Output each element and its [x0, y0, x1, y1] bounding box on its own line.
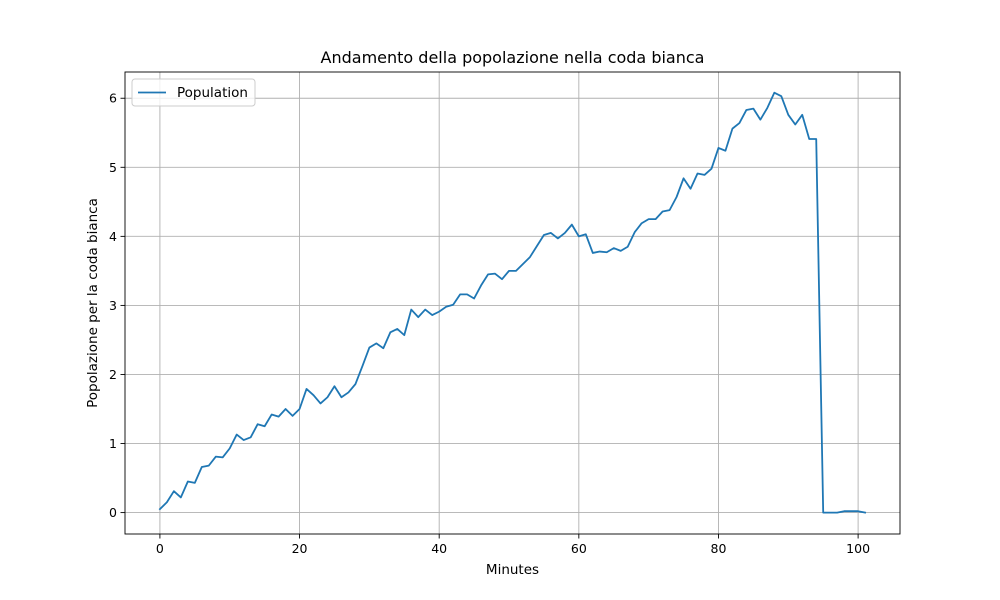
- x-tick-label: 20: [292, 541, 308, 556]
- y-tick-label: 2: [109, 367, 117, 382]
- x-tick-label: 0: [156, 541, 164, 556]
- legend-box: [131, 78, 256, 107]
- series-layer: [158, 91, 867, 514]
- legend: Population: [131, 78, 256, 107]
- grid: [125, 72, 900, 534]
- y-tick-label: 1: [109, 436, 117, 451]
- x-tick-label: 60: [571, 541, 587, 556]
- y-tick-label: 4: [109, 229, 117, 244]
- ticks: 0 20 40 60 80 100 0 1 2 3 4 5 6: [109, 91, 870, 556]
- series-line-population: [158, 91, 867, 514]
- x-tick-label: 80: [711, 541, 727, 556]
- x-tick-label: 100: [846, 541, 870, 556]
- y-tick-label: 5: [109, 160, 117, 175]
- legend-label-population: Population: [177, 85, 248, 101]
- x-axis-label: Minutes: [486, 562, 539, 578]
- y-tick-label: 3: [109, 298, 117, 313]
- y-axis-label: Popolazione per la coda bianca: [85, 198, 101, 408]
- plot-frame: [124, 71, 901, 535]
- x-tick-label: 40: [431, 541, 447, 556]
- y-tick-label: 6: [109, 91, 117, 106]
- y-tick-label: 0: [109, 505, 117, 520]
- chart-title: Andamento della popolazione nella coda b…: [321, 48, 705, 67]
